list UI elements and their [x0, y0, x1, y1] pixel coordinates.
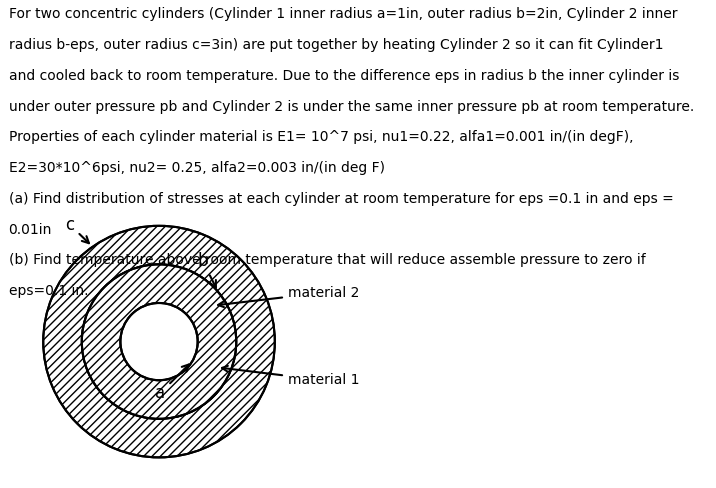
Text: (a) Find distribution of stresses at each cylinder at room temperature for eps =: (a) Find distribution of stresses at eac… [9, 192, 673, 206]
Text: a: a [155, 365, 189, 402]
Text: 0.01in: 0.01in [9, 223, 52, 237]
Text: material 1: material 1 [222, 366, 359, 387]
Text: radius b-eps, outer radius c=3in) are put together by heating Cylinder 2 so it c: radius b-eps, outer radius c=3in) are pu… [9, 38, 663, 52]
Text: For two concentric cylinders (Cylinder 1 inner radius a=1in, outer radius b=2in,: For two concentric cylinders (Cylinder 1… [9, 7, 677, 21]
Text: and cooled back to room temperature. Due to the difference eps in radius b the i: and cooled back to room temperature. Due… [9, 69, 679, 83]
Wedge shape [82, 264, 236, 419]
Text: c: c [65, 216, 89, 243]
Text: b: b [198, 252, 216, 287]
Text: material 2: material 2 [218, 285, 359, 307]
Text: eps=0.1 in.: eps=0.1 in. [9, 284, 88, 298]
Text: Properties of each cylinder material is E1= 10^7 psi, nu1=0.22, alfa1=0.001 in/(: Properties of each cylinder material is … [9, 130, 633, 144]
Circle shape [43, 226, 275, 457]
Wedge shape [43, 226, 275, 457]
Circle shape [120, 303, 198, 380]
Text: under outer pressure pb and Cylinder 2 is under the same inner pressure pb at ro: under outer pressure pb and Cylinder 2 i… [9, 100, 694, 114]
Text: (b) Find temperature above room temperature that will reduce assemble pressure t: (b) Find temperature above room temperat… [9, 253, 645, 267]
Text: E2=30*10^6psi, nu2= 0.25, alfa2=0.003 in/(in deg F): E2=30*10^6psi, nu2= 0.25, alfa2=0.003 in… [9, 161, 384, 175]
